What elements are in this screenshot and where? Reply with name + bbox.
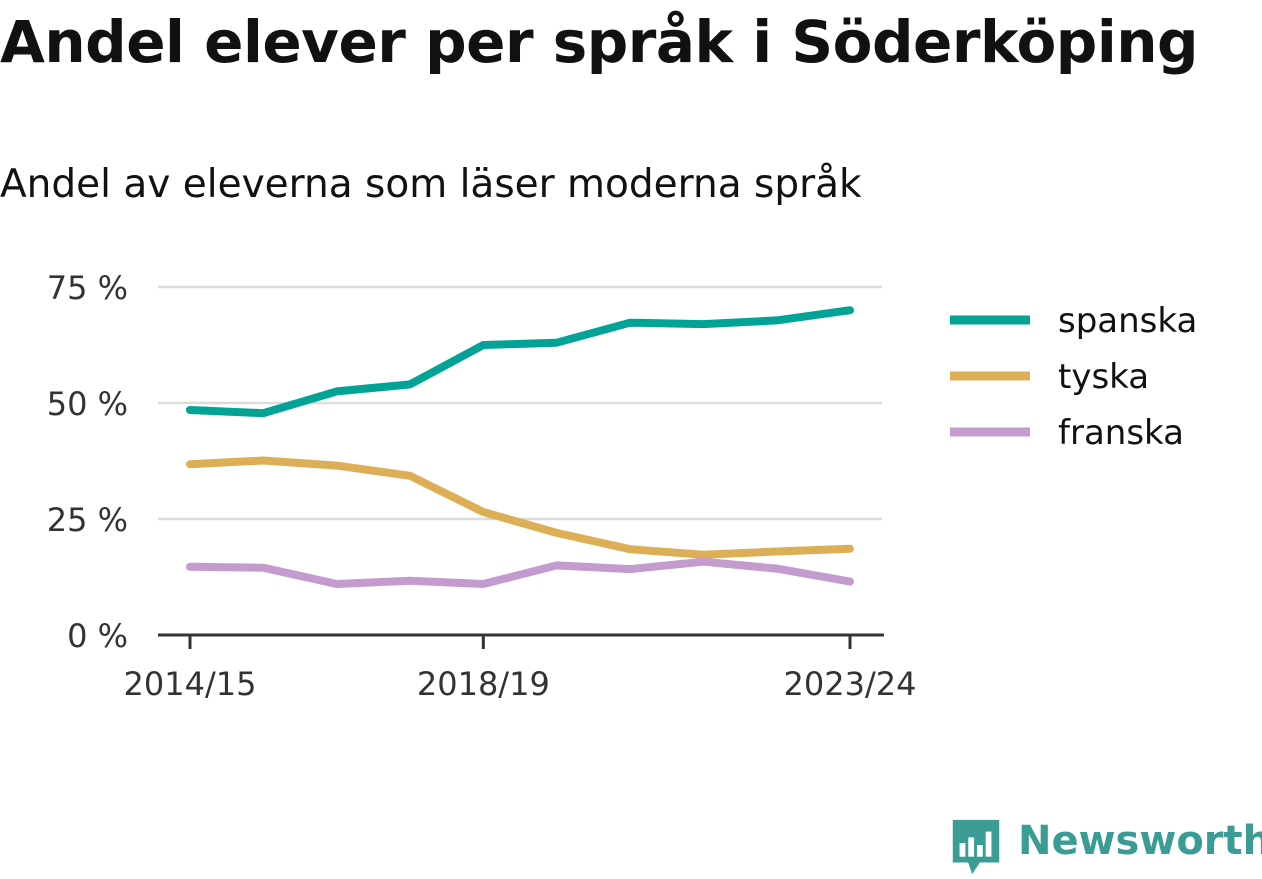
brand-name: Newsworthy: [1018, 818, 1262, 864]
y-tick-label: 0 %: [67, 617, 128, 655]
x-tick-label: 2018/19: [417, 665, 550, 703]
y-tick-label: 75 %: [47, 269, 128, 307]
x-tick-label: 2014/15: [124, 665, 257, 703]
series-line-franska: [186, 557, 854, 588]
legend-label-tyska: tyska: [1058, 357, 1149, 397]
y-tick-label: 25 %: [47, 501, 128, 539]
x-axis-ticks: 2014/15 2018/19 2023/24: [124, 635, 917, 703]
y-tick-label: 50 %: [47, 385, 128, 423]
series-line-spanska: [186, 306, 854, 418]
chart-subtitle: Andel av eleverna som läser moderna språ…: [0, 162, 862, 207]
series-line-tyska: [186, 456, 854, 559]
legend-label-spanska: spanska: [1058, 301, 1197, 341]
legend: spanska tyska franska: [950, 301, 1197, 453]
legend-label-franska: franska: [1058, 413, 1184, 453]
x-tick-label: 2023/24: [784, 665, 917, 703]
newsworthy-logo-icon: [952, 819, 1000, 875]
series-lines: [186, 306, 854, 588]
chart-title: Andel elever per språk i Söderköping: [0, 8, 1199, 76]
y-axis-ticks: 0 % 25 % 50 % 75 %: [47, 269, 128, 655]
